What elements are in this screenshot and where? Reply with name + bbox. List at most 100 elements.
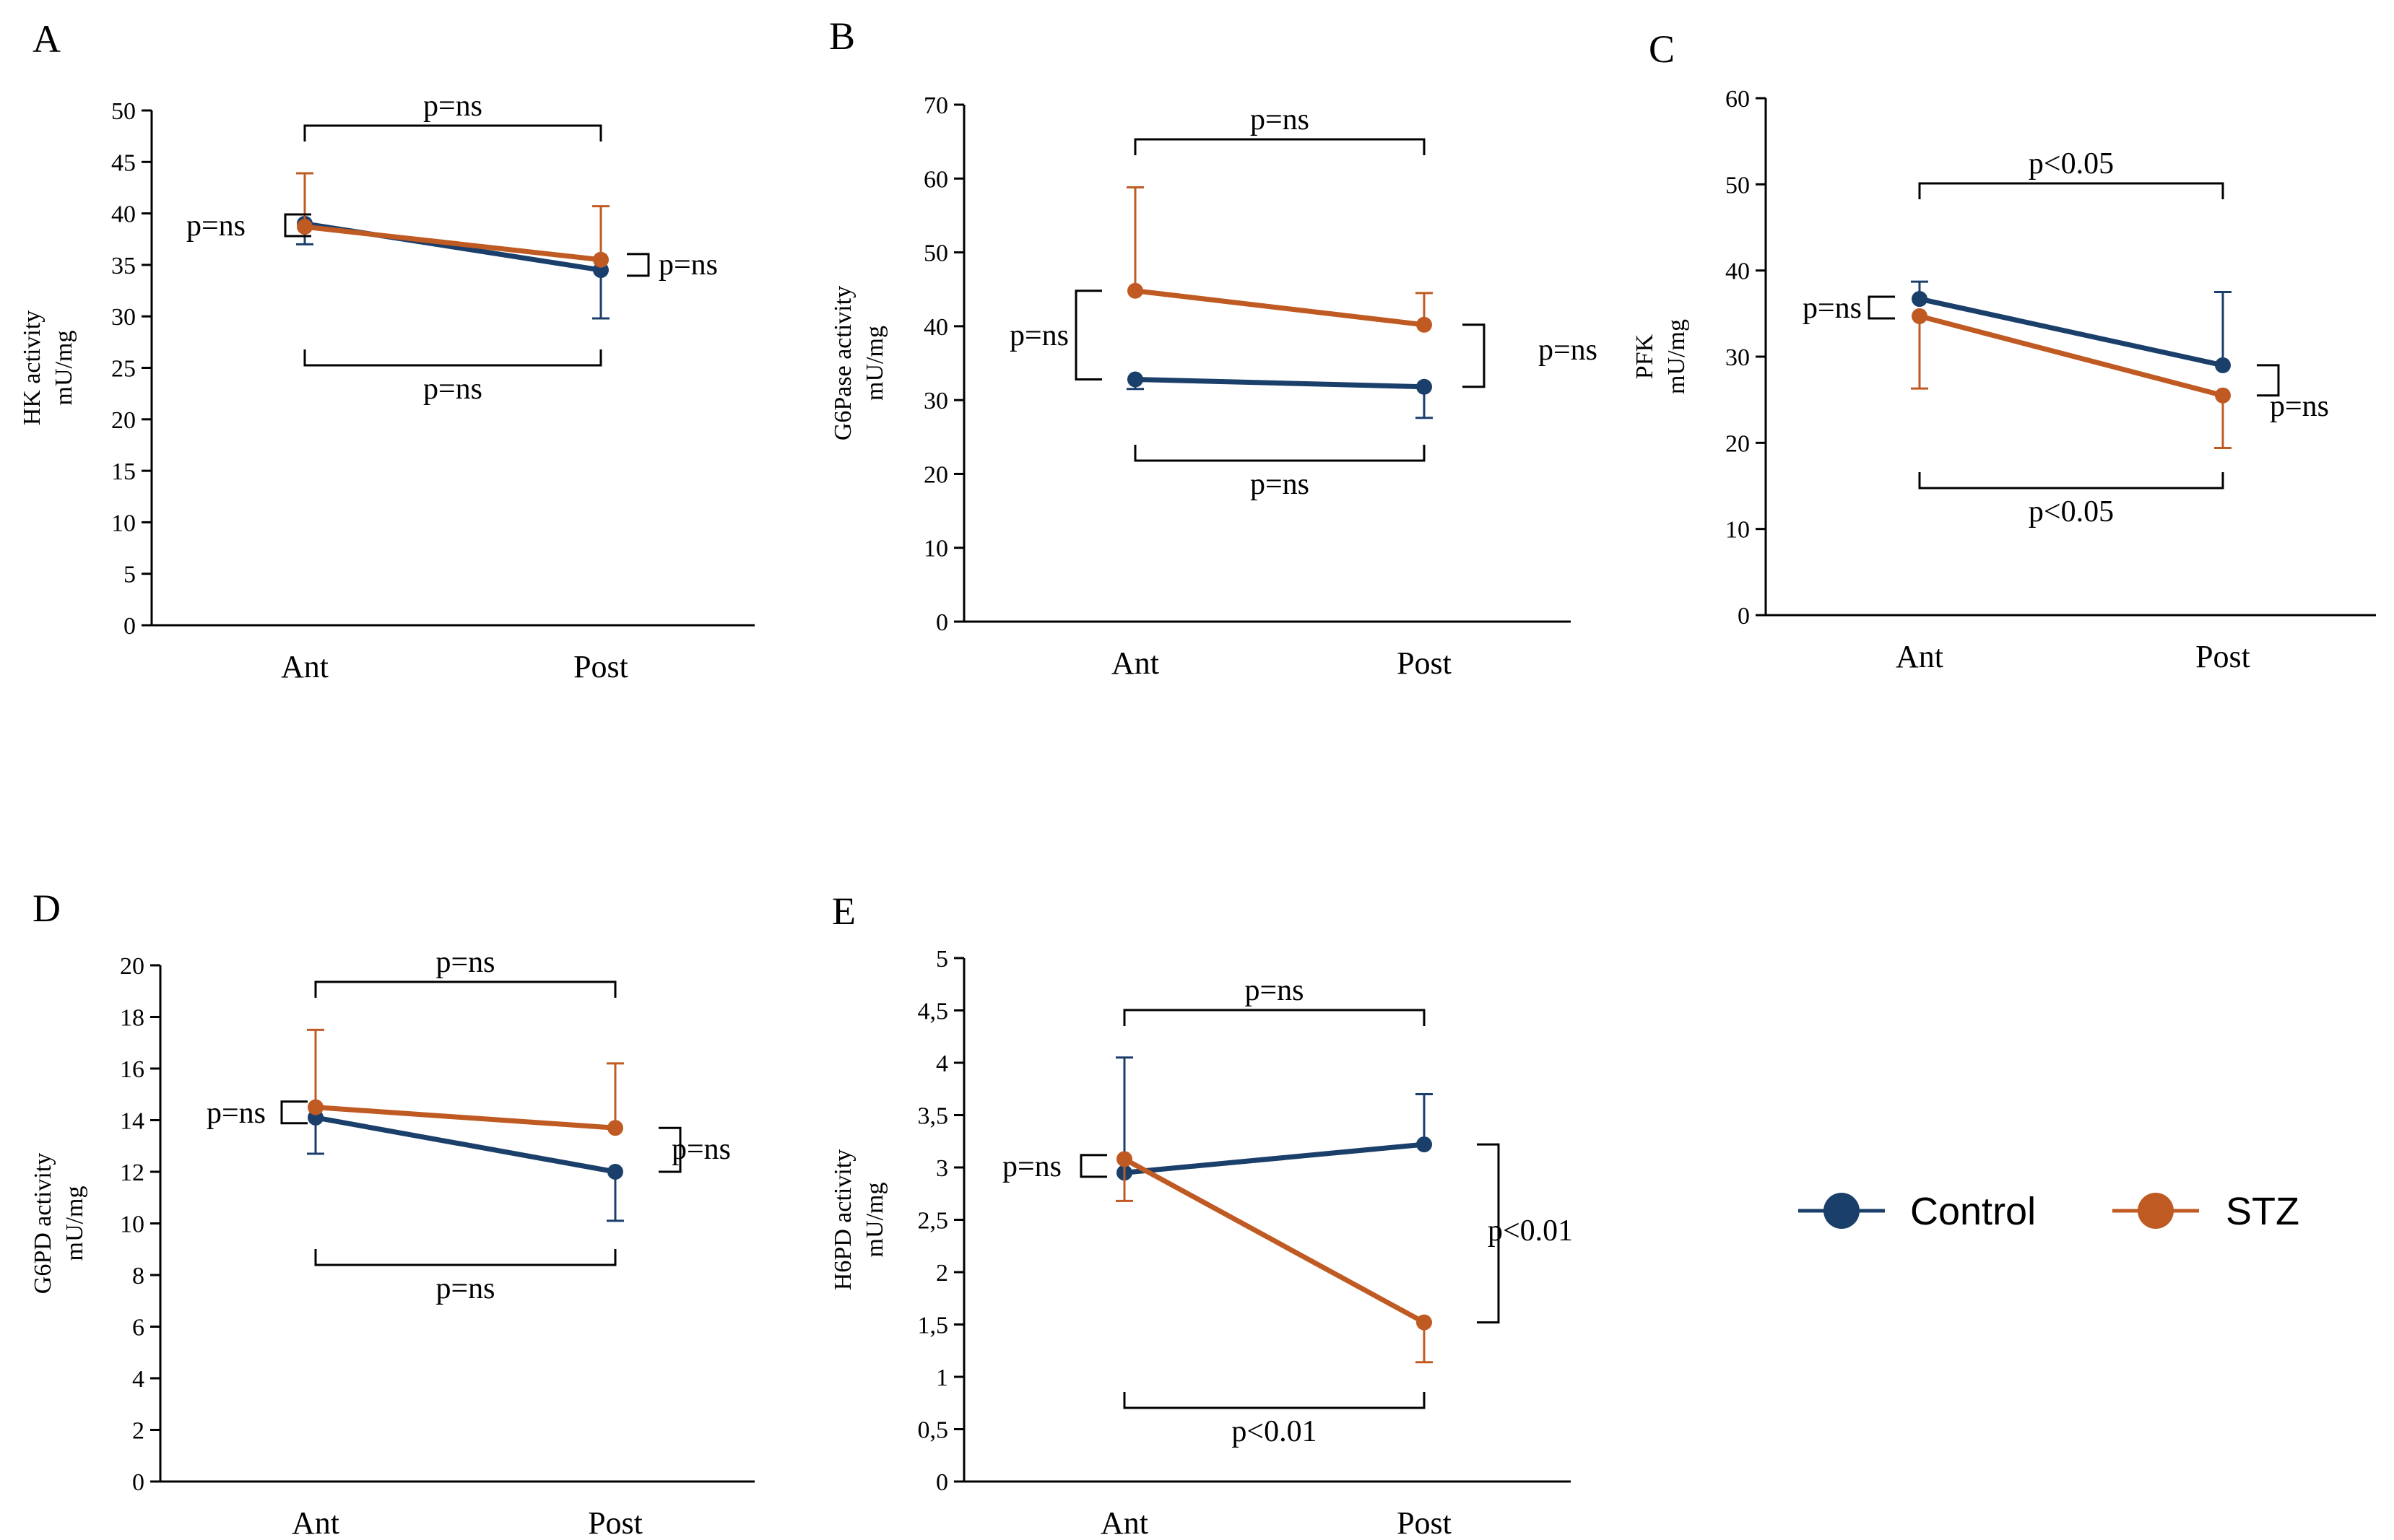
y-tick-label: 10: [924, 536, 948, 562]
p-value-right: p<0.01: [1488, 1214, 1573, 1248]
p-value-left: p=ns: [1010, 319, 1069, 352]
x-tick-label: Ant: [292, 1505, 339, 1536]
data-point: [1127, 371, 1143, 388]
y-tick-label: 12: [120, 1160, 144, 1186]
y-tick-label: 20: [924, 461, 948, 488]
y-tick-label: 0: [123, 613, 136, 640]
bracket-bottom: [1134, 445, 1426, 462]
panel-e: E 0 0,5 1 1,5 2 2,5 3 3,5 4 4,5 5 Ant Post H6PD activi…: [830, 889, 1573, 1540]
data-point: [1416, 316, 1432, 333]
y-tick-label: 60: [924, 166, 948, 193]
x-tick-label: Post: [1397, 1505, 1452, 1536]
y-tick-label: 6: [132, 1315, 144, 1341]
data-point: [2215, 357, 2231, 373]
data-point: [607, 1120, 623, 1136]
y-tick-label: 10: [111, 510, 136, 536]
bracket-bottom: [1918, 472, 2224, 490]
data-point: [1116, 1151, 1132, 1167]
y-axis-label-line1: G6PD activity: [30, 1153, 56, 1294]
bracket-bottom: [314, 1249, 617, 1266]
y-tick-label: 4: [132, 1366, 144, 1393]
legend-item-control: Control: [1798, 1190, 2036, 1233]
series-stz: [307, 1028, 624, 1136]
y-axis-label: G6Pase activity mU/mg: [830, 286, 888, 440]
y-axis-label-line2: mU/mg: [61, 1186, 88, 1261]
bracket-top: [1134, 138, 1426, 155]
series-line: [1124, 1141, 1425, 1175]
series-control: [1127, 371, 1433, 419]
y-axis-label: G6PD activity mU/mg: [30, 1153, 88, 1294]
data-point: [297, 219, 313, 235]
annotations: p=ns p<0.01 p=ns p<0.01: [1002, 974, 1573, 1448]
legend-label: STZ: [2226, 1190, 2299, 1233]
y-axis-label-line1: HK activity: [19, 310, 45, 426]
series-line: [1135, 288, 1425, 328]
data-point: [607, 1164, 623, 1180]
series-stz: [1911, 308, 2232, 449]
y-tick-label: 30: [1725, 344, 1750, 371]
bracket-left: [280, 1100, 308, 1125]
panel-letter: E: [832, 889, 856, 933]
bracket-left: [1075, 290, 1102, 381]
x-tick-label: Post: [588, 1505, 643, 1536]
bracket-bottom: [1123, 1392, 1426, 1409]
p-value-right: p=ns: [659, 248, 718, 282]
y-tick-label: 5: [936, 946, 948, 973]
p-value-left: p=ns: [186, 209, 246, 243]
y-axis-label-line1: PFK: [1631, 334, 1658, 379]
x-tick-label: Ant: [1896, 639, 1943, 674]
bracket-top: [314, 980, 617, 998]
y-tick-label: 50: [924, 240, 948, 267]
y-tick-label: 0: [132, 1469, 144, 1496]
data-point: [1912, 291, 1927, 308]
x-tick-label: Post: [1397, 645, 1452, 681]
series-control: [1911, 280, 2232, 373]
y-tick-label: 14: [120, 1108, 144, 1135]
y-tick-label: 20: [111, 407, 136, 434]
series-stz: [296, 172, 610, 268]
data-point: [1416, 378, 1432, 395]
y-tick-label: 4,5: [918, 999, 949, 1025]
legend-marker: [2138, 1193, 2174, 1229]
y-tick-label: 30: [924, 388, 948, 414]
y-axis-label-line2: mU/mg: [51, 331, 77, 406]
y-tick-label: 16: [120, 1056, 144, 1083]
bracket-right: [1477, 1143, 1500, 1324]
p-value-right: p=ns: [1538, 334, 1597, 367]
p-value-left: p=ns: [1002, 1150, 1062, 1183]
p-value-top: p=ns: [435, 946, 495, 979]
bracket-right: [627, 253, 650, 277]
series-control: [1116, 1056, 1433, 1181]
y-tick-label: 4: [936, 1050, 948, 1077]
annotations: p=ns p=ns p=ns p=ns: [186, 90, 718, 406]
y-tick-label: 40: [924, 314, 948, 341]
y-tick-label: 40: [111, 201, 136, 228]
y-axis-label: HK activity mU/mg: [19, 310, 77, 426]
series-line: [1135, 377, 1425, 390]
bracket-left: [284, 213, 311, 238]
bracket-left: [1868, 295, 1895, 320]
p-value-top: p=ns: [1244, 974, 1304, 1007]
y-tick-label: 0: [936, 1469, 948, 1496]
legend-label: Control: [1910, 1190, 2036, 1233]
p-value-bottom: p<0.05: [2029, 495, 2114, 528]
legend-item-stz: STZ: [2112, 1190, 2299, 1233]
x-tick-label: Ant: [1111, 645, 1159, 681]
x-tick-label: Post: [573, 649, 628, 684]
bracket-right: [1462, 323, 1486, 388]
series-stz: [1127, 186, 1433, 333]
y-tick-label: 20: [120, 953, 144, 980]
y-tick-label: 15: [111, 458, 136, 485]
x-tick-label: Ant: [1101, 1505, 1148, 1536]
p-value-bottom: p=ns: [435, 1272, 495, 1305]
y-axis-label-line1: G6Pase activity: [830, 286, 856, 440]
y-tick-label: 18: [120, 1005, 144, 1032]
legend: Control STZ: [1798, 1190, 2299, 1233]
y-tick-label: 35: [111, 253, 136, 279]
y-tick-label: 0,5: [918, 1417, 949, 1444]
annotations: p=ns p=ns p=ns p=ns: [207, 946, 731, 1305]
p-value-left: p=ns: [1803, 292, 1862, 325]
bracket-bottom: [303, 349, 602, 367]
y-tick-label: 2: [936, 1260, 948, 1287]
bracket-left: [1080, 1154, 1107, 1178]
